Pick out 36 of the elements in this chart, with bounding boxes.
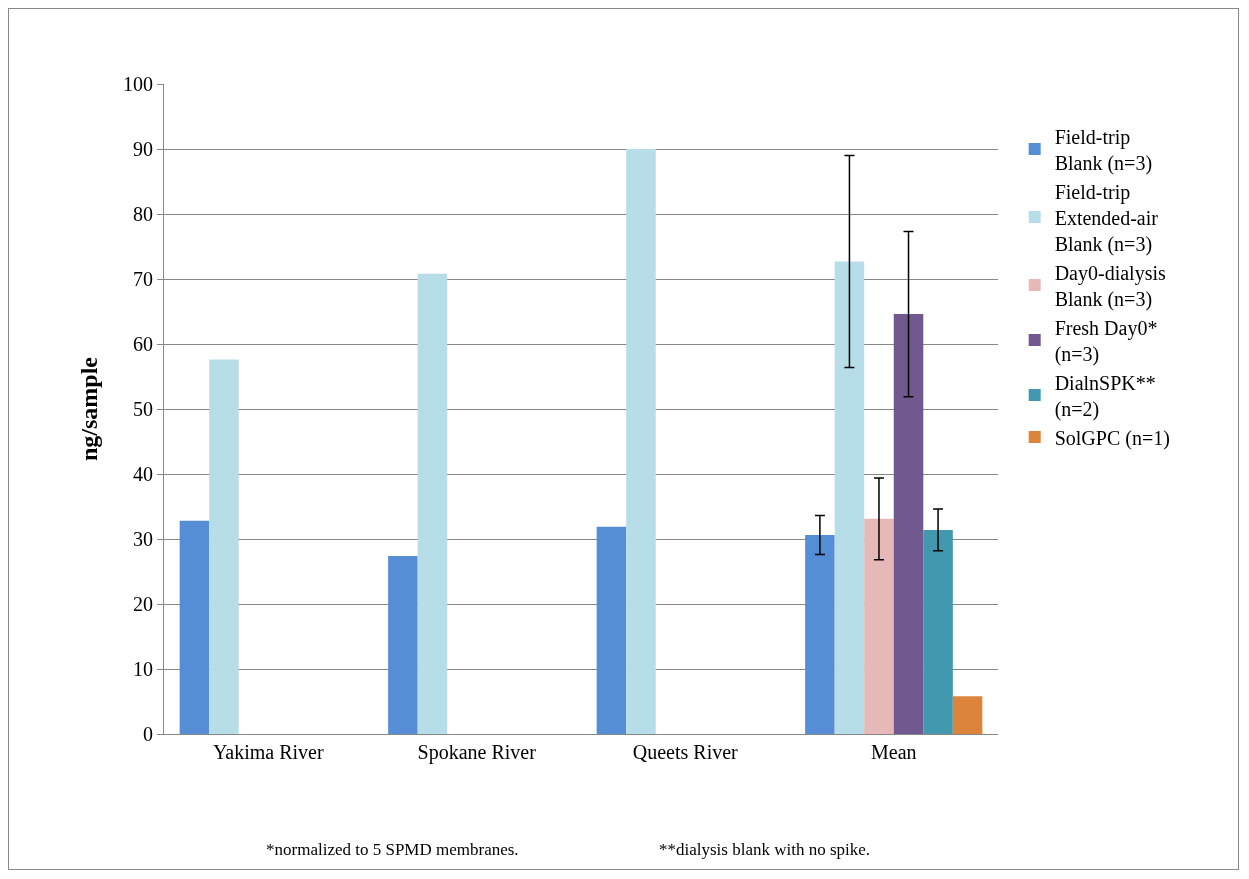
x-tick-label: Spokane River	[417, 741, 537, 764]
y-axis-title: ng/sample	[76, 356, 103, 462]
bar	[893, 314, 924, 734]
bar	[596, 526, 627, 734]
bar	[179, 520, 210, 734]
y-tick-label: 10	[133, 658, 153, 680]
x-tick-label: Mean	[870, 741, 917, 763]
y-tick-label: 0	[143, 723, 153, 745]
y-tick-label: 40	[133, 463, 153, 485]
bar	[864, 518, 894, 734]
legend-label: Field-trip Blank (n=3)	[1054, 125, 1153, 175]
x-tick-label: Queets River	[632, 741, 739, 763]
x-tick-label: Yakima River	[212, 741, 324, 763]
y-tick-label: 30	[133, 528, 153, 550]
legend-label: Fresh Day0* (n=3)	[1054, 316, 1158, 366]
text: **dialysis blank with no spike.	[659, 840, 871, 859]
y-tick-label: 70	[133, 268, 153, 290]
bar	[417, 273, 448, 734]
text: *normalized to 5 SPMD membranes.	[266, 840, 519, 859]
bar	[388, 555, 418, 734]
y-tick-label: 20	[133, 593, 153, 615]
y-tick-label: 60	[133, 333, 153, 355]
bar	[805, 535, 835, 734]
y-tick-label: 80	[133, 203, 153, 225]
legend-label: Field-trip Extended-air Blank (n=3)	[1054, 180, 1159, 256]
legend-label: Day0-dialysis Blank (n=3)	[1054, 261, 1166, 311]
y-tick-label: 100	[123, 73, 153, 95]
bar	[209, 359, 239, 734]
bar	[626, 149, 656, 734]
bar	[952, 696, 983, 734]
bar	[834, 261, 865, 734]
bar	[923, 529, 953, 734]
y-tick-label: 90	[133, 138, 153, 160]
y-tick-label: 50	[133, 398, 153, 420]
legend-label: SolGPC (n=1)	[1054, 426, 1170, 450]
legend-label: DialnSPK** (n=2)	[1054, 371, 1156, 421]
